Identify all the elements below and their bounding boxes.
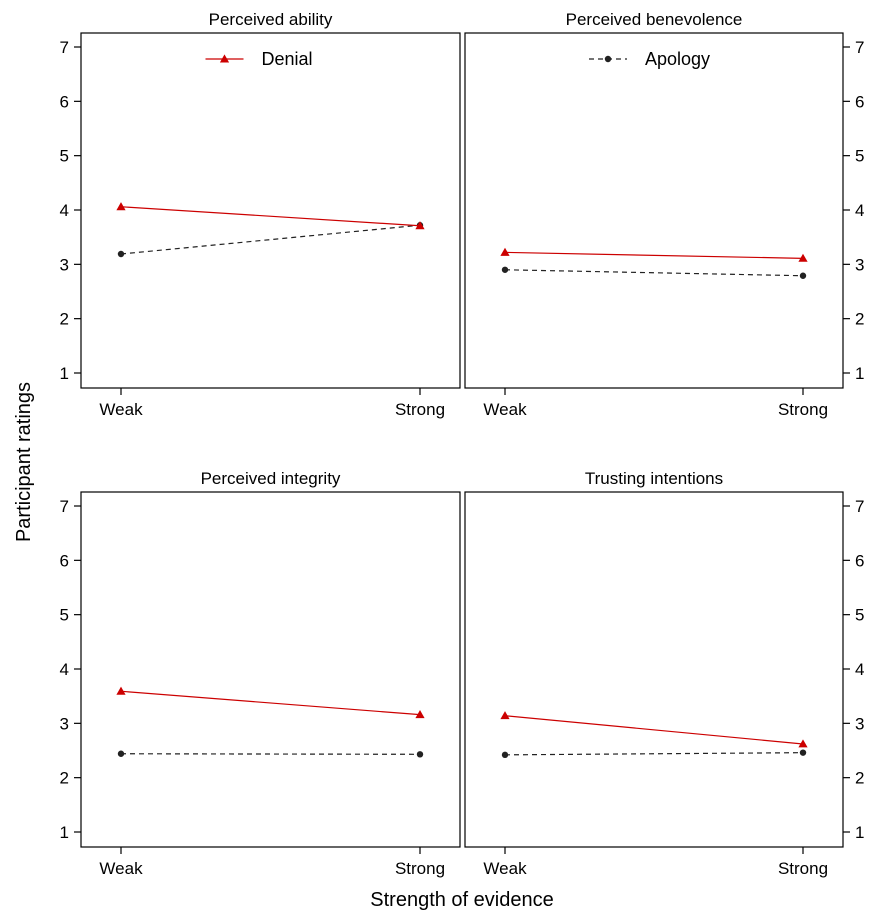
y-tick-label: 3 — [855, 255, 864, 274]
point-denial — [500, 711, 510, 720]
panel-frame — [464, 491, 844, 848]
y-tick-label: 5 — [60, 606, 69, 625]
series-line-denial — [120, 206, 421, 227]
y-tick-label: 4 — [855, 660, 864, 679]
y-tick-label: 7 — [60, 497, 69, 516]
y-tick-label: 6 — [60, 551, 69, 570]
point-denial — [116, 686, 126, 695]
panel-4: Trusting intentions 1 2 3 4 5 6 7 Weak Strong — [464, 469, 864, 878]
panel-1: Perceived ability 1 2 3 4 5 6 7 Weak Strong — [60, 10, 461, 419]
series-line-apology — [504, 752, 804, 756]
point-apology — [799, 272, 807, 279]
x-tick-label: Strong — [778, 400, 828, 419]
series-line-apology — [120, 224, 421, 255]
y-tick-label: 1 — [855, 364, 864, 383]
y-tick-label: 7 — [855, 497, 864, 516]
series-line-denial — [504, 715, 804, 745]
y-tick-label: 3 — [60, 714, 69, 733]
panel-title: Perceived benevolence — [566, 10, 743, 29]
x-tick-label: Strong — [395, 859, 445, 878]
point-apology — [117, 250, 125, 258]
panel-frame — [80, 32, 461, 389]
y-tick-label: 7 — [60, 38, 69, 57]
point-apology — [117, 750, 125, 757]
x-tick-label: Weak — [99, 859, 143, 878]
point-denial — [798, 253, 808, 262]
point-apology — [416, 751, 424, 758]
y-tick-label: 2 — [855, 769, 864, 788]
legend-marker — [604, 55, 612, 63]
panel-3: Perceived integrity 1 2 3 4 5 6 7 Weak Strong — [60, 469, 461, 878]
panel-2: Perceived benevolence 1 2 3 4 5 6 7 Weak Strong — [464, 10, 864, 419]
series-line-apology — [504, 269, 804, 277]
y-axis-title: Participant ratings — [13, 382, 35, 542]
point-denial — [798, 739, 808, 748]
legend-apology: Apology — [589, 49, 710, 69]
x-tick-label: Strong — [395, 400, 445, 419]
y-tick-label: 5 — [60, 147, 69, 166]
y-tick-label: 1 — [855, 823, 864, 842]
y-tick-label: 4 — [855, 201, 864, 220]
point-apology — [501, 751, 509, 759]
y-tick-label: 6 — [855, 92, 864, 111]
y-tick-label: 5 — [855, 147, 864, 166]
point-denial — [500, 247, 510, 256]
y-tick-label: 6 — [855, 551, 864, 570]
panel-frame — [80, 491, 461, 848]
y-tick-label: 6 — [60, 92, 69, 111]
panel-title: Trusting intentions — [585, 469, 723, 488]
series-line-denial — [120, 690, 421, 716]
point-denial — [116, 202, 126, 211]
x-tick-label: Weak — [483, 400, 527, 419]
panel-title: Perceived ability — [209, 10, 333, 29]
legend-label: Apology — [645, 49, 710, 69]
series-line-denial — [504, 251, 804, 259]
panel-title: Perceived integrity — [201, 469, 341, 488]
series-line-apology — [120, 753, 421, 755]
y-tick-label: 2 — [60, 769, 69, 788]
legend-label: Denial — [262, 49, 313, 69]
y-tick-label: 2 — [855, 310, 864, 329]
legend-denial: Denial — [205, 49, 313, 69]
y-tick-label: 7 — [855, 38, 864, 57]
x-axis-title: Strength of evidence — [370, 889, 553, 911]
panel-frame — [464, 32, 844, 389]
point-denial — [415, 710, 425, 719]
point-denial — [415, 221, 425, 230]
y-tick-label: 5 — [855, 606, 864, 625]
y-tick-label: 1 — [60, 364, 69, 383]
point-apology — [501, 266, 509, 273]
point-apology — [799, 749, 807, 756]
x-tick-label: Weak — [483, 859, 527, 878]
x-tick-label: Strong — [778, 859, 828, 878]
y-tick-label: 4 — [60, 201, 69, 220]
x-tick-label: Weak — [99, 400, 143, 419]
legend-marker — [219, 54, 230, 63]
y-tick-label: 4 — [60, 660, 69, 679]
y-tick-label: 3 — [60, 255, 69, 274]
y-tick-label: 3 — [855, 714, 864, 733]
y-tick-label: 1 — [60, 823, 69, 842]
y-tick-label: 2 — [60, 310, 69, 329]
